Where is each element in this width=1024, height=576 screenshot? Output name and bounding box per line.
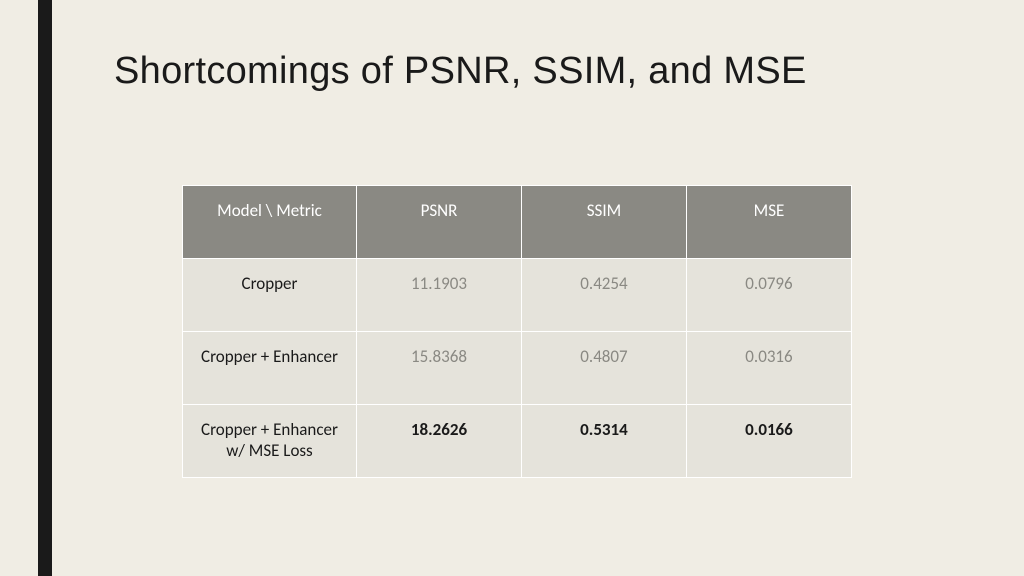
col-header-psnr: PSNR <box>356 186 521 259</box>
cell-ssim: 0.4254 <box>521 259 686 332</box>
cell-mse: 0.0796 <box>686 259 851 332</box>
metrics-table: Model \ Metric PSNR SSIM MSE Cropper 11.… <box>182 185 852 478</box>
row-label: Cropper <box>183 259 357 332</box>
table-header-row: Model \ Metric PSNR SSIM MSE <box>183 186 852 259</box>
accent-bar <box>38 0 52 576</box>
row-label: Cropper + Enhancer <box>183 332 357 405</box>
cell-ssim: 0.4807 <box>521 332 686 405</box>
cell-ssim: 0.5314 <box>521 405 686 478</box>
row-label: Cropper + Enhancer w/ MSE Loss <box>183 405 357 478</box>
col-header-model: Model \ Metric <box>183 186 357 259</box>
col-header-mse: MSE <box>686 186 851 259</box>
page-title: Shortcomings of PSNR, SSIM, and MSE <box>114 50 807 93</box>
cell-psnr: 11.1903 <box>356 259 521 332</box>
cell-mse: 0.0166 <box>686 405 851 478</box>
table-row: Cropper 11.1903 0.4254 0.0796 <box>183 259 852 332</box>
cell-psnr: 18.2626 <box>356 405 521 478</box>
table-row: Cropper + Enhancer w/ MSE Loss 18.2626 0… <box>183 405 852 478</box>
table-row: Cropper + Enhancer 15.8368 0.4807 0.0316 <box>183 332 852 405</box>
col-header-ssim: SSIM <box>521 186 686 259</box>
cell-psnr: 15.8368 <box>356 332 521 405</box>
cell-mse: 0.0316 <box>686 332 851 405</box>
